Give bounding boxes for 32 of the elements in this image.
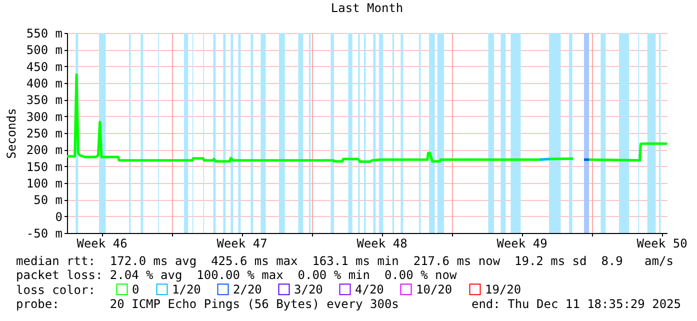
text: probe: 20 ICMP Echo Pings (56 Bytes) every 300s xyxy=(16,297,399,311)
legend-title: loss color: xyxy=(16,283,96,297)
y-tick-label: 100 m xyxy=(26,176,62,190)
y-tick-label: -50 m xyxy=(26,226,62,240)
y-tick-label: 500 m xyxy=(26,43,62,58)
x-tick-label: Week 46 xyxy=(76,236,128,250)
legend-label: 3/20 xyxy=(294,282,323,296)
text: median rtt: 172.0 ms avg 425.6 ms max 163.1 ms min 217.6 ms now 19.2 ms sd 8.9 am/s xyxy=(16,254,674,268)
y-tick-label: 250 m xyxy=(26,126,62,140)
chart-title: Last Month xyxy=(330,1,404,15)
x-tick-label: Week 48 xyxy=(356,236,408,250)
y-tick-label: 200 m xyxy=(26,143,62,158)
x-tick-label: Week 49 xyxy=(496,236,548,250)
y-tick-label: 50 m xyxy=(34,193,62,208)
legend-label: 0 xyxy=(132,282,140,296)
legend-label: 19/20 xyxy=(485,282,522,296)
legend-label: 4/20 xyxy=(355,282,384,296)
legend-label: 10/20 xyxy=(416,282,452,296)
y-tick-label: 0 xyxy=(55,210,62,224)
y-tick-label: 350 m xyxy=(26,93,62,108)
text: end: Thu Dec 11 18:35:29 2025 xyxy=(471,297,681,311)
legend-label: 1/20 xyxy=(172,282,201,296)
x-tick-label: Week 47 xyxy=(216,236,268,250)
y-tick-label: 400 m xyxy=(26,76,62,90)
y-tick-label: 300 m xyxy=(26,110,62,124)
legend-label: 2/20 xyxy=(233,282,262,296)
y-tick-label: 450 m xyxy=(26,60,62,74)
y-tick-label: 550 m xyxy=(26,26,62,40)
x-tick-label: Week 50 xyxy=(636,236,688,250)
y-axis-title: Seconds xyxy=(4,108,18,159)
text: packet loss: 2.04 % avg 100.00 % max 0.00 % min 0.00 % now xyxy=(16,268,457,282)
y-tick-label: 150 m xyxy=(26,160,62,174)
